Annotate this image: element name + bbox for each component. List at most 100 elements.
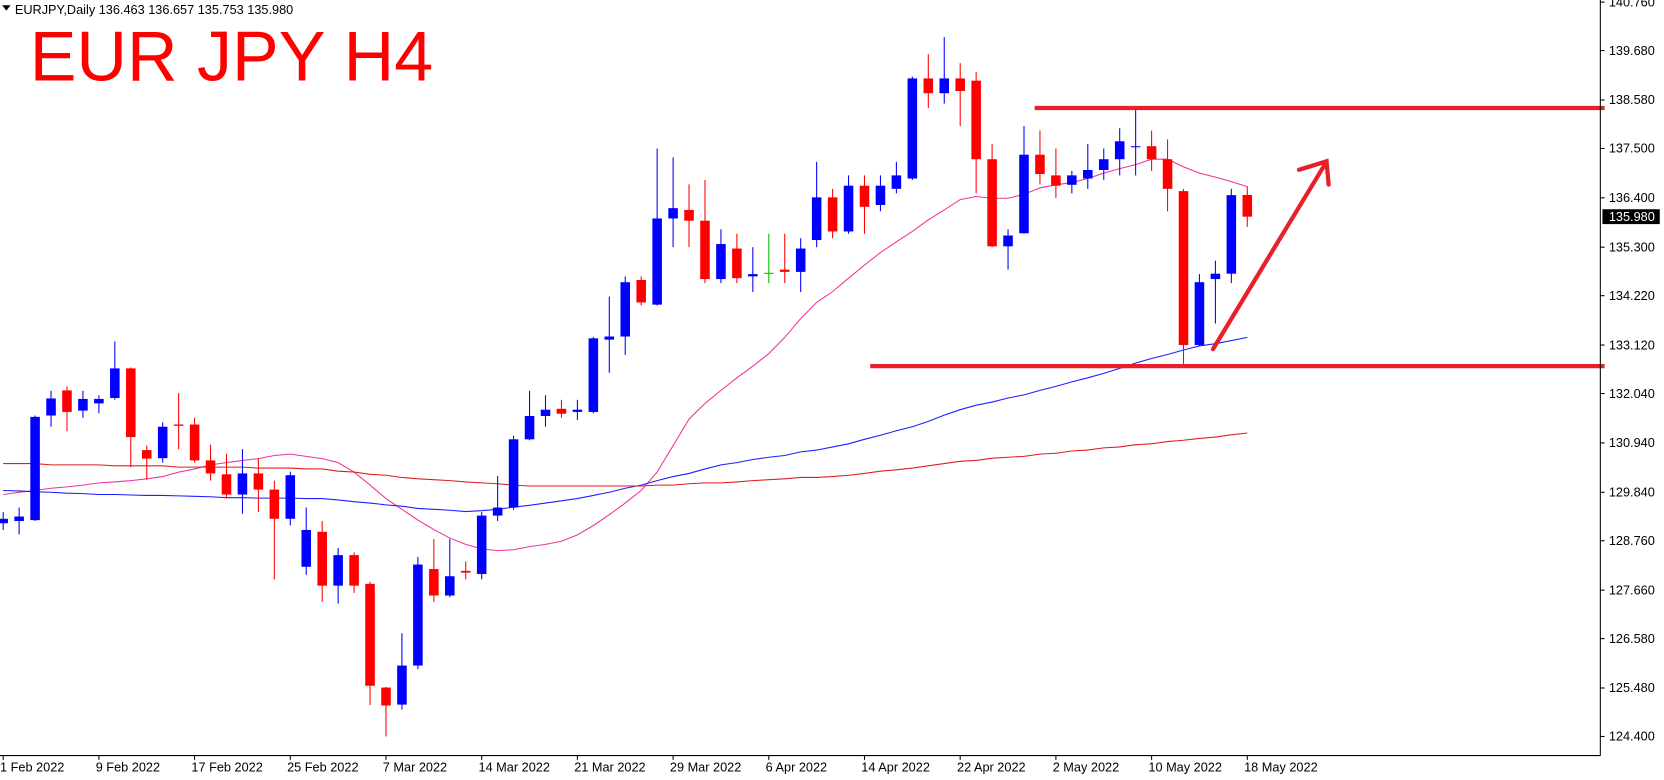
candle-body [604, 336, 615, 340]
candle-body [397, 665, 407, 705]
candle-body [413, 564, 423, 666]
x-tick-label: 9 Feb 2022 [96, 760, 160, 775]
x-tick-label: 7 Mar 2022 [383, 760, 447, 775]
candle-body [62, 390, 72, 412]
candle-body [700, 220, 710, 280]
candle-body [14, 516, 24, 522]
y-tick-label: 136.400 [1609, 190, 1655, 205]
candle-body [157, 426, 168, 459]
candle-body [1130, 146, 1141, 148]
candle-body [1098, 159, 1109, 170]
candle-body [1194, 282, 1205, 346]
plot-area [0, 37, 1605, 737]
candle-body [1114, 141, 1125, 160]
x-tick-label: 17 Feb 2022 [191, 760, 262, 775]
moving-average-line [3, 336, 1248, 513]
candle-body [859, 185, 870, 207]
header-icon [2, 5, 11, 11]
candle-body [301, 529, 312, 567]
x-tick-label: 10 May 2022 [1148, 760, 1222, 775]
candle-body [588, 338, 599, 412]
candle-body [636, 279, 646, 303]
candle-body [1242, 194, 1253, 217]
candle-body [46, 398, 56, 416]
candle-body [1210, 273, 1221, 280]
candle-body [987, 159, 997, 247]
candle-body [955, 78, 965, 91]
candle-body [141, 450, 152, 459]
candle-body [1146, 146, 1157, 160]
x-tick-label: 18 May 2022 [1244, 760, 1318, 775]
trend-arrow [1210, 158, 1331, 352]
y-tick-label: 129.840 [1609, 485, 1655, 500]
chart-header: EURJPY,Daily 136.463 136.657 135.753 135… [15, 2, 293, 17]
y-tick-label: 137.500 [1609, 141, 1655, 156]
candle-body [269, 489, 280, 519]
candle-body [333, 555, 343, 586]
y-tick-label: 140.760 [1609, 0, 1655, 9]
candle-body [460, 570, 471, 573]
candle-body [126, 368, 136, 438]
candle-body [173, 424, 184, 426]
candle-body [78, 398, 88, 411]
x-tick-label: 29 Mar 2022 [670, 760, 741, 775]
y-tick-label: 128.760 [1609, 533, 1655, 548]
candle-body [843, 185, 854, 232]
candle-body [540, 409, 551, 416]
candle-body [923, 78, 934, 94]
candle-body [875, 185, 886, 206]
candle-body [492, 507, 503, 516]
y-tick-label: 126.580 [1609, 631, 1655, 646]
candle-body [205, 460, 216, 474]
candle-body [620, 282, 631, 337]
y-tick-label: 127.660 [1609, 582, 1655, 597]
candle-body [221, 474, 232, 495]
candle-body [508, 439, 519, 508]
x-tick-label: 21 Mar 2022 [574, 760, 645, 775]
y-tick-label: 134.220 [1609, 288, 1655, 303]
chart-title: EUR JPY H4 [30, 18, 433, 96]
x-tick-label: 2 May 2022 [1053, 760, 1119, 775]
candle-body [764, 272, 774, 274]
x-tick-label: 14 Apr 2022 [861, 760, 930, 775]
candle-body [668, 208, 678, 219]
candle-body [445, 576, 455, 596]
last-price-label: 135.980 [1609, 209, 1655, 224]
arrow-shaft [1210, 161, 1328, 352]
candle-body [732, 248, 742, 279]
candle-body [1226, 195, 1237, 274]
arrow-head [1296, 158, 1331, 187]
candle-body [381, 687, 391, 706]
candle-body [1051, 175, 1061, 186]
candle-body [94, 398, 104, 404]
x-tick-label: 25 Feb 2022 [287, 760, 358, 775]
y-tick-label: 124.400 [1609, 729, 1655, 744]
candle-body [716, 244, 726, 280]
y-tick-label: 125.480 [1609, 680, 1655, 695]
y-tick-label: 133.120 [1609, 337, 1655, 352]
x-tick-label: 6 Apr 2022 [766, 760, 828, 775]
candle-body [811, 197, 822, 241]
candle-body [524, 415, 535, 440]
candle-body [110, 368, 120, 399]
candle-body [1035, 154, 1045, 175]
candle-body [30, 416, 40, 521]
candle-body [0, 518, 8, 524]
y-tick-label: 135.300 [1609, 239, 1655, 254]
candle-body [1178, 191, 1189, 346]
candle-body [237, 473, 248, 495]
y-tick-label: 132.040 [1609, 386, 1655, 401]
y-tick-label: 138.580 [1609, 92, 1655, 107]
y-tick-label: 139.680 [1609, 43, 1655, 58]
candle-body [827, 197, 838, 232]
candle-body [317, 531, 327, 586]
candle-body [349, 555, 359, 586]
candle-body [1162, 159, 1173, 189]
candle-body [971, 80, 981, 160]
candle-body [907, 78, 918, 179]
candle-body [476, 515, 487, 574]
candle-body [285, 475, 296, 519]
candle-body [1083, 169, 1093, 179]
